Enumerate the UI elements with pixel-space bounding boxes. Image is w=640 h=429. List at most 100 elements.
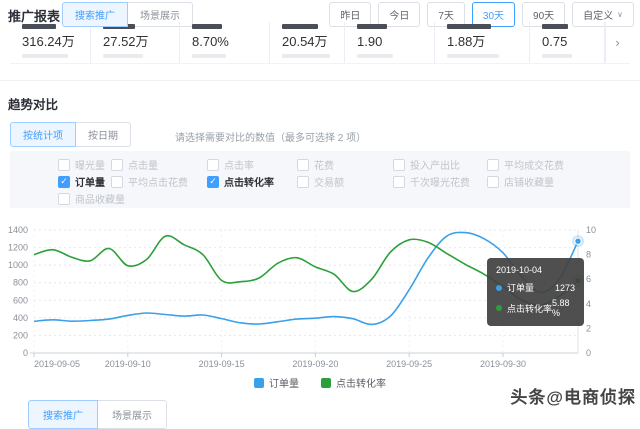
stat-subtext-clipped <box>357 54 393 58</box>
right-axis-tick: 4 <box>586 299 591 309</box>
right-axis-tick: 8 <box>586 250 591 260</box>
checkbox-icon[interactable] <box>297 175 309 188</box>
tooltip-date: 2019-10-04 <box>496 265 543 275</box>
metric-label: 花费 <box>314 161 334 172</box>
stat-value: 27.52万 <box>103 34 149 49</box>
metric-checkbox-6[interactable]: 平均成交花费 <box>487 157 564 172</box>
line-series-订单量 <box>33 231 579 326</box>
date-range-button[interactable]: 30天 <box>471 2 516 27</box>
next-section-tabs: 搜索推广 场景展示 <box>28 400 167 429</box>
checkbox-icon[interactable] <box>487 158 499 171</box>
left-axis-tick: 0 <box>23 348 28 358</box>
tab-by-statistic[interactable]: 按统计项 <box>10 122 76 147</box>
x-axis-tick: 2019-09-25 <box>386 359 432 369</box>
metric-label: 曝光量 <box>75 161 105 172</box>
metric-checkbox-8[interactable]: 平均点击花费 <box>111 174 188 189</box>
checkbox-icon[interactable] <box>58 158 70 171</box>
checkbox-icon[interactable] <box>207 158 219 171</box>
checkbox-icon[interactable] <box>487 175 499 188</box>
x-axis-tick: 2019-09-05 <box>34 359 80 369</box>
metric-select-hint: 请选择需要对比的数值（最多可选择 2 项） <box>175 133 367 144</box>
stat-subtext-clipped <box>192 54 226 58</box>
stat-label-clipped <box>22 24 56 29</box>
left-axis-tick: 600 <box>13 295 28 305</box>
checkbox-icon[interactable] <box>111 158 123 171</box>
checkbox-icon[interactable] <box>393 158 405 171</box>
metric-label: 投入产出比 <box>410 161 460 172</box>
date-range-button[interactable]: 7天 <box>427 2 465 27</box>
metric-checkbox-1[interactable]: 曝光量 <box>58 157 105 172</box>
metric-label: 订单量 <box>75 178 105 189</box>
checkbox-checked-icon[interactable]: ✓ <box>58 175 70 188</box>
trend-mode-tabs: 按统计项 按日期 <box>10 122 131 147</box>
tab-search-promotion[interactable]: 搜索推广 <box>62 2 128 27</box>
legend-item-orders[interactable]: 订单量 <box>254 375 299 390</box>
right-axis-tick: 0 <box>586 348 591 358</box>
conversion-swatch-icon <box>321 377 331 388</box>
tooltip-conversion-label: 点击转化率 <box>507 303 553 314</box>
x-axis-tick: 2019-09-20 <box>292 359 338 369</box>
stat-subtext-clipped <box>22 54 68 58</box>
watermark: 头条@电商侦探 <box>510 388 636 407</box>
tab-scene-display[interactable]: 场景展示 <box>127 2 193 27</box>
metric-checkbox-3[interactable]: 点击率 <box>207 157 254 172</box>
stat-label-clipped <box>282 24 318 29</box>
stat-subtext-clipped <box>103 54 143 58</box>
stat-column: 0.75 <box>530 22 605 63</box>
highlight-dot-订单量 <box>574 237 582 245</box>
left-axis-tick: 1200 <box>8 243 28 253</box>
left-axis-tick: 1400 <box>8 225 28 235</box>
metric-checkbox-5[interactable]: 投入产出比 <box>393 157 460 172</box>
stat-column: 1.88万 <box>435 22 530 63</box>
metric-label: 交易额 <box>314 178 344 189</box>
stat-column: 20.54万 <box>270 22 345 63</box>
footer-tab-scene[interactable]: 场景展示 <box>97 400 167 429</box>
metric-checkbox-11[interactable]: 千次曝光花费 <box>393 174 470 189</box>
orders-swatch-icon <box>254 377 264 388</box>
line-chart-canvas[interactable]: 0 200 400 600 800 1000 1200 1400 0 2 4 6 8 10 2019-09-… <box>0 215 640 371</box>
checkbox-icon[interactable] <box>393 175 405 188</box>
metric-checkbox-panel: 曝光量 点击量 点击率 花费 投入产出比 平均成交花费 ✓ 订单量 平均点击花费 ✓ 点击转化率 交易… <box>10 151 630 208</box>
right-axis-tick: 6 <box>586 274 591 284</box>
metric-label: 点击转化率 <box>224 178 274 189</box>
metric-checkbox-2[interactable]: 点击量 <box>111 157 158 172</box>
stat-column: 316.24万 <box>10 22 91 63</box>
tab-by-date[interactable]: 按日期 <box>75 122 131 147</box>
metric-checkbox-13[interactable]: 商品收藏量 <box>58 191 125 206</box>
checkbox-icon[interactable] <box>111 175 123 188</box>
chart-tooltip: 2019-10-04 订单量 1273 点击转化率 5.88 % <box>487 258 584 326</box>
stat-label-clipped <box>447 24 491 29</box>
footer-tab-search[interactable]: 搜索推广 <box>28 400 98 429</box>
stat-column: 1.90 <box>345 22 435 63</box>
date-range-button[interactable]: 自定义 ∨ <box>572 2 634 27</box>
metric-checkbox-12[interactable]: 店铺收藏量 <box>487 174 554 189</box>
checkbox-icon[interactable] <box>58 192 70 205</box>
page-title: 推广报表 <box>8 9 61 24</box>
checkbox-checked-icon[interactable]: ✓ <box>207 175 219 188</box>
metric-checkbox-9[interactable]: ✓ 点击转化率 <box>207 174 274 189</box>
checkbox-icon[interactable] <box>297 158 309 171</box>
metric-label: 店铺收藏量 <box>504 178 554 189</box>
stat-value: 1.88万 <box>447 34 486 49</box>
right-axis-tick: 2 <box>586 323 591 333</box>
stat-subtext-clipped <box>282 54 330 58</box>
left-axis-tick: 1000 <box>8 260 28 270</box>
left-axis-tick: 200 <box>13 330 28 340</box>
metric-checkbox-10[interactable]: 交易额 <box>297 174 344 189</box>
stat-value: 20.54万 <box>282 34 328 49</box>
legend-conversion-label: 点击转化率 <box>336 379 386 390</box>
trend-chart: 0 200 400 600 800 1000 1200 1400 0 2 4 6 8 10 2019-09-… <box>0 215 640 400</box>
legend-item-conversion[interactable]: 点击转化率 <box>321 375 386 390</box>
stats-next-arrow[interactable]: › <box>605 22 629 63</box>
date-range-button[interactable]: 昨日 <box>329 2 372 27</box>
metric-label: 千次曝光花费 <box>410 178 470 189</box>
metric-label: 点击率 <box>224 161 254 172</box>
chart-legend: 订单量 点击转化率 <box>0 375 640 390</box>
orders-dot-icon <box>496 284 502 291</box>
x-axis-tick: 2019-09-15 <box>199 359 245 369</box>
metric-checkbox-4[interactable]: 花费 <box>297 157 334 172</box>
date-range-button[interactable]: 今日 <box>378 2 421 27</box>
metric-checkbox-7[interactable]: ✓ 订单量 <box>58 174 105 189</box>
stat-value: 316.24万 <box>22 34 75 49</box>
stat-value: 0.75 <box>542 34 568 49</box>
